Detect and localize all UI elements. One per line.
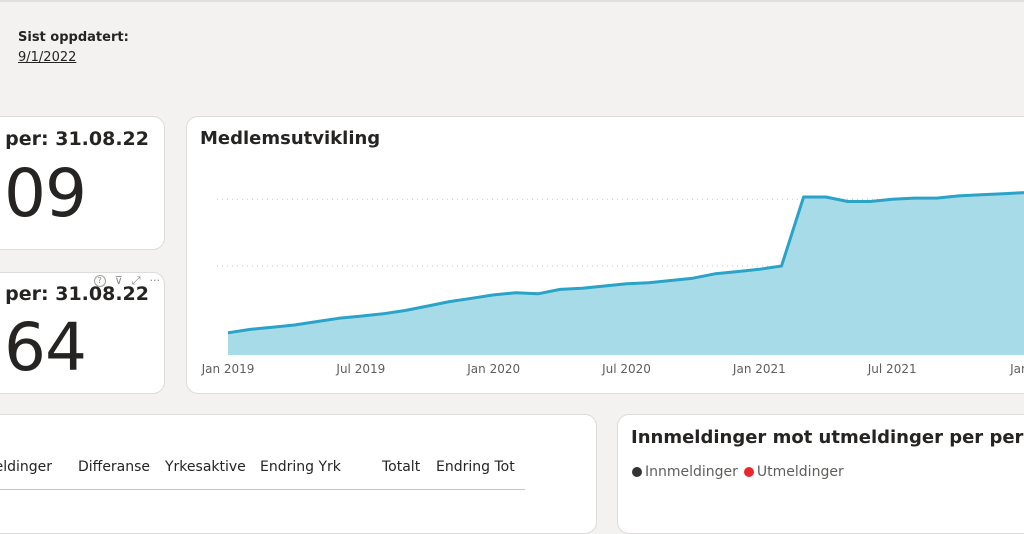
kpi-title: er per: 31.08.22	[0, 283, 149, 305]
kpi-card-active-members[interactable]: er per: 31.08.22 164	[0, 272, 165, 394]
x-tick-label: Jan 2020	[466, 362, 520, 376]
legend-label: Utmeldinger	[756, 464, 844, 480]
column-header-yrkesaktive[interactable]: Yrkesaktive	[165, 459, 246, 475]
x-tick-label: Jan 2021	[732, 362, 786, 376]
member-development-chart[interactable]: Medlemsutvikling Jan 2019 Jul 2019 Jan 202…	[186, 116, 1024, 394]
last-updated-label: Sist oppdatert:	[18, 30, 129, 45]
x-tick-label: Jul 2020	[601, 362, 651, 376]
column-header-endring-tot[interactable]: Endring Tot	[436, 459, 515, 475]
top-divider	[0, 0, 1024, 2]
membership-table[interactable]: meldinger Differanse Yrkesaktive Endring…	[0, 414, 597, 534]
column-header-totalt[interactable]: Totalt	[382, 459, 421, 475]
focus-mode-icon[interactable]: ⤢	[131, 274, 141, 287]
more-options-icon[interactable]: ···	[149, 274, 161, 287]
kpi-value: 164	[0, 309, 87, 386]
series-line	[227, 191, 1024, 335]
area-chart: Jan 2019 Jul 2019 Jan 2020 Jul 2020 Jan 2021…	[201, 191, 1024, 376]
kpi-value: 709	[0, 155, 87, 232]
x-tick-label: Jan 2	[1009, 362, 1024, 376]
help-icon[interactable]: ?	[93, 275, 106, 287]
chart-legend: Innmeldinger Utmeldinger	[632, 464, 850, 480]
column-header-meldinger[interactable]: meldinger	[0, 459, 53, 475]
kpi-card-members[interactable]: er per: 31.08.22 709	[0, 116, 165, 250]
legend-label: Innmeldinger	[645, 464, 738, 480]
area-fill	[228, 192, 1024, 355]
enrollments-vs-withdrawals-chart[interactable]: Innmeldinger mot utmeldinger per period …	[617, 414, 1024, 534]
column-header-endring-yrk[interactable]: Endring Yrk	[260, 459, 341, 475]
legend-item-utmeldinger[interactable]: Utmeldinger	[743, 464, 844, 480]
column-header-differanse[interactable]: Differanse	[78, 459, 151, 475]
last-updated-date[interactable]: 9/1/2022	[18, 50, 77, 65]
kpi-title: er per: 31.08.22	[0, 128, 149, 150]
filter-icon[interactable]: ⊽	[114, 274, 123, 287]
x-tick-label: Jan 2019	[201, 362, 255, 376]
x-tick-label: Jul 2019	[335, 362, 385, 376]
legend-dot	[743, 467, 754, 477]
chart-title: Medlemsutvikling	[200, 128, 381, 149]
legend-item-innmeldinger[interactable]: Innmeldinger	[632, 464, 738, 480]
legend-dot	[632, 467, 642, 477]
visual-header-toolbar: ? ⊽ ⤢ ···	[70, 272, 160, 290]
x-tick-label: Jul 2021	[867, 362, 917, 376]
x-axis-ticks: Jan 2019 Jul 2019 Jan 2020 Jul 2020 Jan 2021…	[201, 362, 1024, 376]
header-divider	[0, 489, 525, 490]
grid-lines	[217, 198, 1024, 267]
chart-title: Innmeldinger mot utmeldinger per period	[631, 427, 1024, 448]
